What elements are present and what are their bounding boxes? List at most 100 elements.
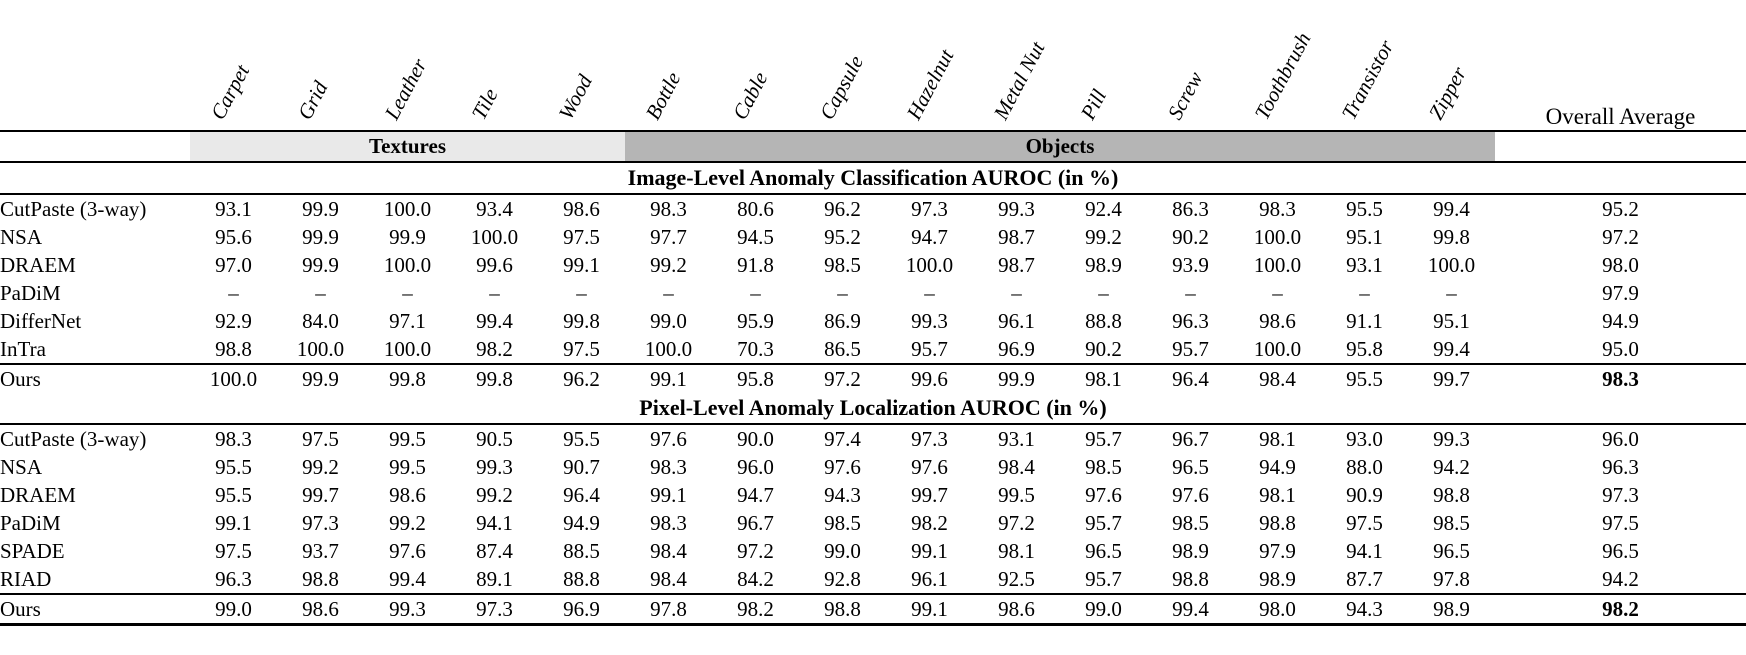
value-cell: 98.4 [1234, 363, 1321, 393]
value-cell: 99.3 [476, 454, 513, 479]
value-cell: 97.8 [1433, 566, 1470, 591]
value-cell: 91.1 [1346, 308, 1383, 333]
value-cell: 95.5 [215, 454, 252, 479]
value-cell: 95.1 [1346, 224, 1383, 249]
value-cell: 100.0 [1253, 336, 1302, 361]
overall-cell: 98.3 [1495, 363, 1746, 393]
method-cell: DRAEM [0, 252, 76, 277]
value-cell: 97.5 [302, 426, 339, 451]
category-header-row: Carpet Grid Leather Tile Wood Bottle Cab… [0, 0, 1746, 132]
value-cell: 93.1 [1346, 252, 1383, 277]
value-cell: 92.9 [215, 308, 252, 333]
value-cell: 99.3 [998, 196, 1035, 221]
table-row: NSA 95.6 99.9 99.9 100.0 97.5 97.7 94.5 95.2 94.7… [0, 223, 1746, 251]
value-cell: 95.7 [1172, 336, 1209, 361]
value-cell: 99.1 [563, 252, 600, 277]
category-header: Wood [538, 0, 625, 132]
value-cell: 90.2 [1085, 336, 1122, 361]
category-label: Capsule [814, 51, 868, 124]
value-cell: 97.2 [737, 538, 774, 563]
table-row: PaDiM 99.1 97.3 99.2 94.1 94.9 98.3 96.7 98.5 98.… [0, 509, 1746, 537]
value-cell: 100.0 [383, 252, 432, 277]
value-cell: 96.5 [1085, 538, 1122, 563]
value-cell: 98.2 [712, 593, 799, 626]
value-cell: 99.6 [886, 363, 973, 393]
value-cell: 97.5 [215, 538, 252, 563]
category-label: Tile [466, 84, 503, 124]
band-spacer-left [0, 131, 190, 163]
value-cell: 93.0 [1346, 426, 1383, 451]
value-cell: 92.8 [824, 566, 861, 591]
overall-cell: 97.9 [1602, 280, 1639, 305]
value-cell: 96.9 [998, 336, 1035, 361]
value-cell: 88.0 [1346, 454, 1383, 479]
value-cell: 97.3 [302, 510, 339, 535]
value-cell: 100.0 [383, 336, 432, 361]
value-cell: 97.3 [911, 426, 948, 451]
value-cell: 93.4 [476, 196, 513, 221]
overall-cell: 98.2 [1495, 593, 1746, 626]
value-cell: 99.1 [215, 510, 252, 535]
table-row: InTra 98.8 100.0 100.0 98.2 97.5 100.0 70.3 86.5… [0, 335, 1746, 364]
value-cell: 99.1 [650, 482, 687, 507]
value-cell: – [1446, 280, 1457, 305]
value-cell: 96.4 [1147, 363, 1234, 393]
value-cell: 99.4 [1433, 336, 1470, 361]
value-cell: 87.7 [1346, 566, 1383, 591]
value-cell: 94.5 [737, 224, 774, 249]
value-cell: 86.9 [824, 308, 861, 333]
method-cell: NSA [0, 224, 43, 249]
value-cell: 98.3 [215, 426, 252, 451]
value-cell: 95.5 [1321, 363, 1408, 393]
category-header: Hazelnut [886, 0, 973, 132]
table-row: NSA 95.5 99.2 99.5 99.3 90.7 98.3 96.0 97.6 97.6 9… [0, 453, 1746, 481]
category-header: Metal Nut [973, 0, 1060, 132]
value-cell: 97.6 [911, 454, 948, 479]
band-spacer-right [1495, 131, 1746, 163]
value-cell: – [1272, 280, 1283, 305]
value-cell: 98.9 [1408, 593, 1495, 626]
value-cell: 98.3 [650, 196, 687, 221]
value-cell: 96.4 [563, 482, 600, 507]
method-cell: DifferNet [0, 308, 82, 333]
value-cell: 99.7 [302, 482, 339, 507]
value-cell: 96.9 [538, 593, 625, 626]
value-cell: 99.0 [824, 538, 861, 563]
table-body: Image-Level Anomaly Classification AUROC… [0, 162, 1746, 626]
category-header: Toothbrush [1234, 0, 1321, 132]
value-cell: 95.8 [1346, 336, 1383, 361]
value-cell: 95.7 [911, 336, 948, 361]
value-cell: 100.0 [905, 252, 954, 277]
value-cell: 100.0 [1427, 252, 1476, 277]
value-cell: – [1011, 280, 1022, 305]
value-cell: 95.9 [737, 308, 774, 333]
value-cell: 97.6 [824, 454, 861, 479]
value-cell: 93.7 [302, 538, 339, 563]
value-cell: 98.9 [1085, 252, 1122, 277]
method-cell: DRAEM [0, 482, 76, 507]
value-cell: 98.3 [1259, 196, 1296, 221]
value-cell: 97.6 [650, 426, 687, 451]
value-cell: 96.2 [538, 363, 625, 393]
value-cell: 96.1 [911, 566, 948, 591]
value-cell: 92.4 [1085, 196, 1122, 221]
category-label: Cable [727, 67, 772, 124]
value-cell: 98.4 [650, 538, 687, 563]
value-cell: 99.4 [1147, 593, 1234, 626]
value-cell: 100.0 [383, 196, 432, 221]
category-label: Wood [553, 70, 597, 124]
category-header: Screw [1147, 0, 1234, 132]
value-cell: 100.0 [644, 336, 693, 361]
value-cell: 84.2 [737, 566, 774, 591]
overall-cell: 96.5 [1602, 538, 1639, 563]
value-cell: 98.8 [1259, 510, 1296, 535]
value-cell: 97.5 [563, 336, 600, 361]
value-cell: 99.4 [389, 566, 426, 591]
value-cell: 98.5 [824, 252, 861, 277]
value-cell: 98.6 [563, 196, 600, 221]
value-cell: 98.6 [277, 593, 364, 626]
overall-cell: 98.0 [1602, 252, 1639, 277]
value-cell: 99.9 [302, 252, 339, 277]
category-header: Pill [1060, 0, 1147, 132]
value-cell: 98.3 [650, 454, 687, 479]
